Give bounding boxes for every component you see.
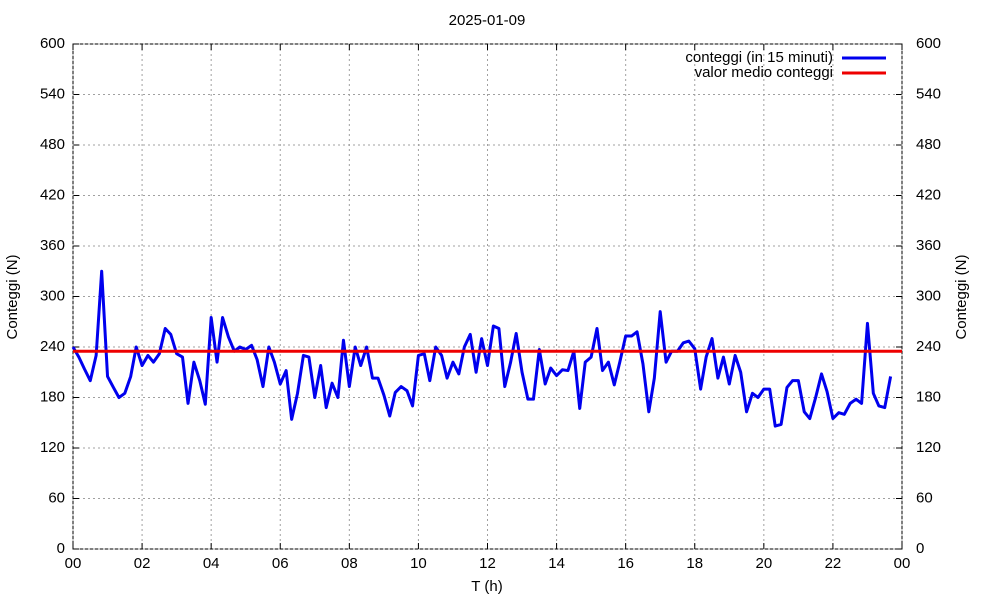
x-tick-label: 22 [825, 555, 842, 572]
y-tick-label: 360 [40, 237, 65, 254]
x-tick-label: 00 [894, 555, 911, 572]
x-tick-label: 00 [65, 555, 82, 572]
y-tick-label: 420 [40, 186, 65, 203]
y2-tick-label: 60 [916, 489, 933, 506]
y2-tick-label: 420 [916, 186, 941, 203]
y2-axis-label: Conteggi (N) [953, 254, 970, 339]
y-axis-label: Conteggi (N) [4, 254, 21, 339]
x-tick-label: 02 [134, 555, 151, 572]
y-tick-label: 0 [57, 540, 65, 557]
y-tick-label: 60 [48, 489, 65, 506]
x-tick-label: 20 [755, 555, 772, 572]
y2-tick-label: 540 [916, 85, 941, 102]
y-tick-label: 120 [40, 439, 65, 456]
y2-tick-label: 120 [916, 439, 941, 456]
x-tick-label: 10 [410, 555, 427, 572]
y2-tick-label: 480 [916, 136, 941, 153]
legend-label: conteggi (in 15 minuti) [685, 49, 833, 66]
y2-tick-label: 240 [916, 338, 941, 355]
y2-tick-label: 0 [916, 540, 924, 557]
chart-title: 2025-01-09 [449, 12, 526, 29]
y-tick-label: 600 [40, 35, 65, 52]
y2-tick-label: 360 [916, 237, 941, 254]
y-tick-label: 240 [40, 338, 65, 355]
legend-label: valor medio conteggi [695, 64, 833, 81]
data-line [71, 269, 893, 428]
y2-tick-label: 300 [916, 287, 941, 304]
x-tick-label: 06 [272, 555, 289, 572]
x-tick-label: 18 [686, 555, 703, 572]
x-tick-label: 04 [203, 555, 220, 572]
x-tick-label: 14 [548, 555, 565, 572]
x-axis-label: T (h) [471, 578, 502, 595]
y-tick-label: 300 [40, 287, 65, 304]
y-tick-label: 540 [40, 85, 65, 102]
y-tick-label: 180 [40, 388, 65, 405]
y-tick-label: 480 [40, 136, 65, 153]
y2-tick-label: 180 [916, 388, 941, 405]
x-tick-label: 12 [479, 555, 496, 572]
x-tick-label: 08 [341, 555, 358, 572]
y2-tick-label: 600 [916, 35, 941, 52]
x-tick-label: 16 [617, 555, 634, 572]
